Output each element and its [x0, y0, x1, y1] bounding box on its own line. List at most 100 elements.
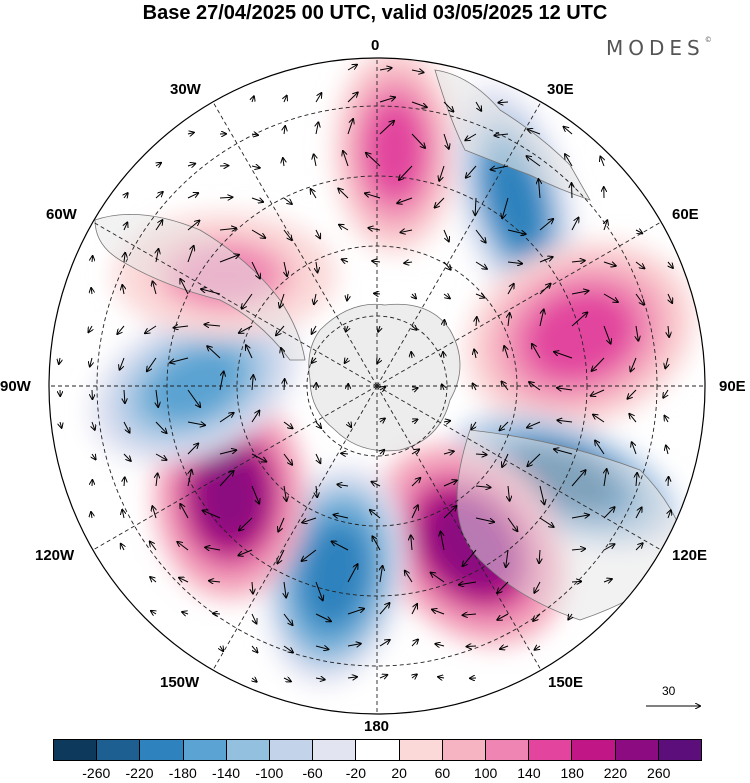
wind-arrow: [539, 284, 551, 295]
colorbar-bin: [270, 740, 314, 760]
wind-arrow: [177, 542, 189, 551]
lon-label-30w: 30W: [170, 81, 201, 98]
wind-arrow: [346, 326, 348, 332]
wind-arrow: [663, 389, 669, 398]
colorbar-bin: [313, 740, 357, 760]
wind-arrow: [635, 543, 643, 551]
wind-arrow: [497, 613, 509, 620]
wind-arrow: [635, 293, 644, 305]
wind-arrow: [219, 413, 234, 423]
meridian-line: [211, 385, 378, 673]
wind-arrow: [475, 454, 487, 455]
colorbar-tick-label: -260: [82, 765, 111, 781]
wind-arrow: [399, 165, 413, 180]
wind-arrow: [339, 225, 349, 231]
colorbar-tick-label: 100: [473, 765, 498, 781]
wind-arrow: [302, 517, 317, 523]
wind-arrow: [534, 581, 541, 593]
wind-arrow: [539, 257, 553, 263]
wind-arrow: [347, 677, 357, 678]
wind-arrow: [316, 229, 320, 238]
wind-arrow: [635, 507, 642, 519]
colorbar-bin: [486, 740, 530, 760]
wind-arrow: [251, 261, 260, 278]
wind-arrow: [315, 678, 325, 680]
wind-arrow: [283, 197, 292, 204]
wind-arrow: [504, 346, 508, 359]
wind-arrow: [179, 578, 189, 582]
wind-arrow: [443, 101, 453, 112]
wind-arrow: [150, 577, 157, 582]
wind-arrow: [539, 310, 544, 327]
wind-arrow: [201, 289, 221, 295]
wind-arrow: [277, 549, 285, 563]
colorbar-bin: [572, 740, 616, 760]
wind-arrow: [379, 97, 395, 103]
wind-arrow: [347, 119, 353, 135]
wind-arrow: [603, 262, 616, 266]
wind-arrow: [284, 126, 285, 135]
wind-arrow: [435, 197, 445, 208]
wind-arrow: [251, 198, 263, 202]
wind-arrow: [280, 293, 285, 308]
meridian-line: [376, 385, 664, 552]
wind-arrow: [442, 384, 444, 390]
wind-arrow: [251, 645, 257, 652]
wind-arrow: [124, 477, 125, 487]
reference-vector-label: 30: [662, 684, 676, 698]
wind-arrow: [636, 325, 638, 341]
wind-arrow: [459, 582, 477, 585]
wind-arrow: [443, 294, 450, 298]
wind-arrow: [497, 581, 509, 593]
wind-arrow: [205, 547, 221, 550]
wind-arrow: [316, 453, 320, 463]
wind-arrow: [155, 220, 162, 231]
colorbar-tick-label: -140: [212, 765, 241, 781]
colorbar-bin: [183, 740, 227, 760]
wind-arrow: [302, 549, 317, 561]
wind-arrow: [527, 421, 541, 428]
wind-arrow: [554, 352, 573, 359]
wind-arrow: [156, 473, 158, 487]
wind-arrow: [219, 228, 236, 230]
wind-arrow: [603, 325, 611, 344]
wind-arrow: [439, 165, 445, 181]
wind-arrow: [475, 517, 494, 522]
wind-arrow: [121, 544, 124, 551]
wind-vectors: [59, 65, 673, 682]
wind-arrow: [668, 477, 669, 487]
meridian-line: [90, 385, 378, 552]
wind-arrow: [474, 350, 476, 359]
wind-arrow: [565, 154, 573, 167]
wind-arrow: [411, 505, 418, 519]
wind-arrow: [187, 389, 200, 407]
colorbar-tick-label: -220: [125, 765, 154, 781]
wind-arrow: [507, 284, 514, 295]
wind-arrow: [341, 453, 349, 454]
wind-arrow: [314, 293, 316, 304]
wind-arrow: [554, 449, 573, 455]
wind-arrow: [219, 197, 232, 198]
brand-logo: MODES©: [606, 36, 712, 60]
wind-arrow: [491, 165, 509, 170]
wind-arrow: [412, 419, 417, 422]
wind-arrow: [379, 603, 390, 615]
wind-arrow: [283, 453, 292, 465]
wind-arrow: [283, 613, 292, 625]
wind-arrow: [500, 646, 509, 649]
wind-arrow: [342, 259, 349, 262]
wind-arrow: [284, 96, 287, 103]
wind-arrow: [467, 646, 477, 647]
colorbar-tick-label: 140: [517, 765, 541, 781]
wind-arrow: [332, 541, 349, 551]
wind-arrow: [187, 246, 194, 263]
wind-arrow: [604, 469, 607, 487]
wind-arrow: [431, 573, 445, 583]
wind-arrow: [251, 166, 260, 168]
wind-arrow: [475, 486, 491, 487]
land-outline: [94, 69, 691, 621]
wind-arrow: [400, 230, 413, 232]
wind-arrow: [187, 193, 198, 199]
wind-arrow: [668, 510, 671, 519]
colorbar-bin: [658, 740, 702, 760]
